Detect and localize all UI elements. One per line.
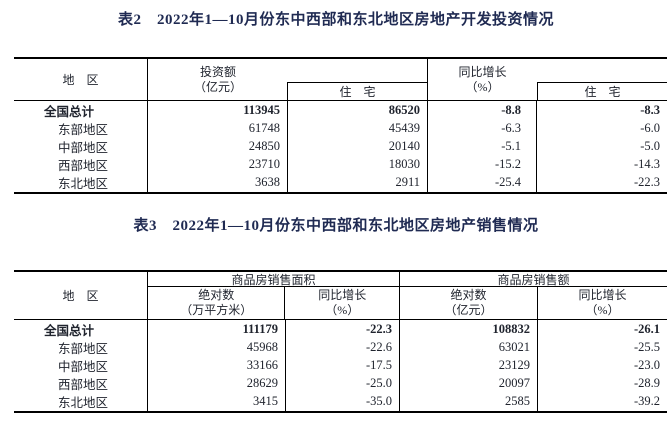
- value-cell: 20097: [400, 374, 538, 393]
- value-cell: -15.2: [428, 155, 537, 174]
- table-row: 全国总计 113945 86520 -8.8 -8.3: [14, 101, 667, 120]
- table3-header-sales-group: 商品房销售额 绝对数 （亿元） 同比增长 （%）: [400, 272, 667, 319]
- value-cell: 113945: [148, 101, 288, 120]
- value-cell: 18030: [288, 155, 428, 174]
- value-cell: -6.0: [640, 120, 660, 135]
- table3-sales: 地 区 商品房销售面积 绝对数 （万平方米） 同比增长 （%） 商品房销售额: [14, 270, 667, 413]
- value-cell: -25.5: [633, 339, 660, 354]
- region-cell: 中部地区: [14, 356, 148, 375]
- table2-header-region: 地 区: [14, 59, 148, 100]
- value-cell: 2911: [288, 173, 428, 192]
- value-cell: 86520: [288, 101, 428, 120]
- table3-header: 地 区 商品房销售面积 绝对数 （万平方米） 同比增长 （%） 商品房销售额: [14, 272, 667, 320]
- value-cell: -35.0: [286, 392, 400, 411]
- region-cell: 西部地区: [14, 374, 148, 393]
- value-cell: -22.6: [286, 338, 400, 357]
- value-cell: 24850: [148, 137, 288, 156]
- table-row: 东北地区 3638 2911 -25.4 -22.3: [14, 173, 667, 192]
- region-cell: 东部地区: [14, 119, 148, 138]
- region-cell: 东北地区: [14, 173, 148, 192]
- value-cell: 45439: [288, 119, 428, 138]
- region-cell: 东部地区: [14, 338, 148, 357]
- table2-header: 地 区 投资额 （亿元） 住 宅 同比增长 （%） 住 宅: [14, 59, 667, 101]
- table-row: 东部地区 61748 45439 -6.3 -6.0: [14, 119, 667, 138]
- region-cell: 全国总计: [14, 320, 148, 339]
- value-cell: -26.1: [633, 321, 660, 336]
- value-cell: 63021: [400, 338, 538, 357]
- value-cell: 23710: [148, 155, 288, 174]
- value-cell: -8.8: [428, 101, 537, 120]
- table2-title: 表2 2022年1—10月份东中西部和东北地区房地产开发投资情况: [117, 12, 554, 28]
- value-cell: -17.5: [286, 356, 400, 375]
- table3-header-sales-abs: 绝对数 （亿元）: [400, 287, 538, 319]
- value-cell: -25.4: [428, 173, 537, 192]
- table2-header-growth-residential: 住 宅: [537, 82, 667, 100]
- value-cell: -25.0: [286, 374, 400, 393]
- value-cell: -6.3: [428, 119, 537, 138]
- value-cell: -14.3: [633, 157, 660, 172]
- table-row: 中部地区 24850 20140 -5.1 -5.0: [14, 137, 667, 156]
- table-row: 中部地区 33166 -17.5 23129 -23.0: [14, 356, 667, 375]
- table2-header-growth: 同比增长 （%）: [458, 64, 507, 94]
- table-row: 西部地区 28629 -25.0 20097 -28.9: [14, 374, 667, 393]
- table3-header-region: 地 区: [14, 272, 148, 319]
- table-row: 全国总计 111179 -22.3 108832 -26.1: [14, 320, 667, 339]
- table2-header-invest: 投资额 （亿元）: [193, 64, 242, 94]
- region-cell: 全国总计: [14, 101, 148, 120]
- table-row: 东部地区 45968 -22.6 63021 -25.5: [14, 338, 667, 357]
- value-cell: -5.1: [428, 137, 537, 156]
- value-cell: 3415: [148, 392, 286, 411]
- value-cell: 28629: [148, 374, 286, 393]
- table3-header-area-group: 商品房销售面积 绝对数 （万平方米） 同比增长 （%）: [148, 272, 400, 319]
- value-cell: -5.0: [640, 138, 660, 153]
- value-cell: 3638: [148, 173, 288, 192]
- value-cell: -8.3: [640, 102, 660, 117]
- value-cell: -22.3: [286, 320, 400, 339]
- table3-header-area-title: 商品房销售面积: [148, 272, 399, 287]
- value-cell: 108832: [400, 320, 538, 339]
- value-cell: 33166: [148, 356, 286, 375]
- value-cell: 20140: [288, 137, 428, 156]
- table3-header-sales-title: 商品房销售额: [400, 272, 667, 287]
- value-cell: -28.9: [633, 376, 660, 391]
- value-cell: 61748: [148, 119, 288, 138]
- region-cell: 西部地区: [14, 155, 148, 174]
- value-cell: -23.0: [633, 357, 660, 372]
- table2-header-invest-group: 投资额 （亿元） 住 宅: [148, 59, 428, 100]
- table-row: 西部地区 23710 18030 -15.2 -14.3: [14, 155, 667, 174]
- table3-header-area-abs: 绝对数 （万平方米）: [148, 287, 286, 319]
- value-cell: -39.2: [633, 394, 660, 409]
- table2-investment: 地 区 投资额 （亿元） 住 宅 同比增长 （%） 住 宅 全国总计 11394…: [14, 57, 667, 194]
- table3-header-sales-growth: 同比增长 （%）: [578, 288, 627, 317]
- table2-header-invest-residential: 住 宅: [287, 82, 427, 100]
- region-cell: 东北地区: [14, 392, 148, 411]
- table2-header-growth-group: 同比增长 （%） 住 宅: [428, 59, 667, 100]
- region-cell: 中部地区: [14, 137, 148, 156]
- value-cell: 111179: [148, 320, 286, 339]
- value-cell: -22.3: [633, 175, 660, 190]
- table3-header-area-growth: 同比增长 （%）: [318, 288, 367, 317]
- value-cell: 23129: [400, 356, 538, 375]
- value-cell: 45968: [148, 338, 286, 357]
- table-row: 东北地区 3415 -35.0 2585 -39.2: [14, 392, 667, 411]
- value-cell: 2585: [400, 392, 538, 411]
- table3-title: 表3 2022年1—10月份东中西部和东北地区房地产销售情况: [133, 218, 539, 234]
